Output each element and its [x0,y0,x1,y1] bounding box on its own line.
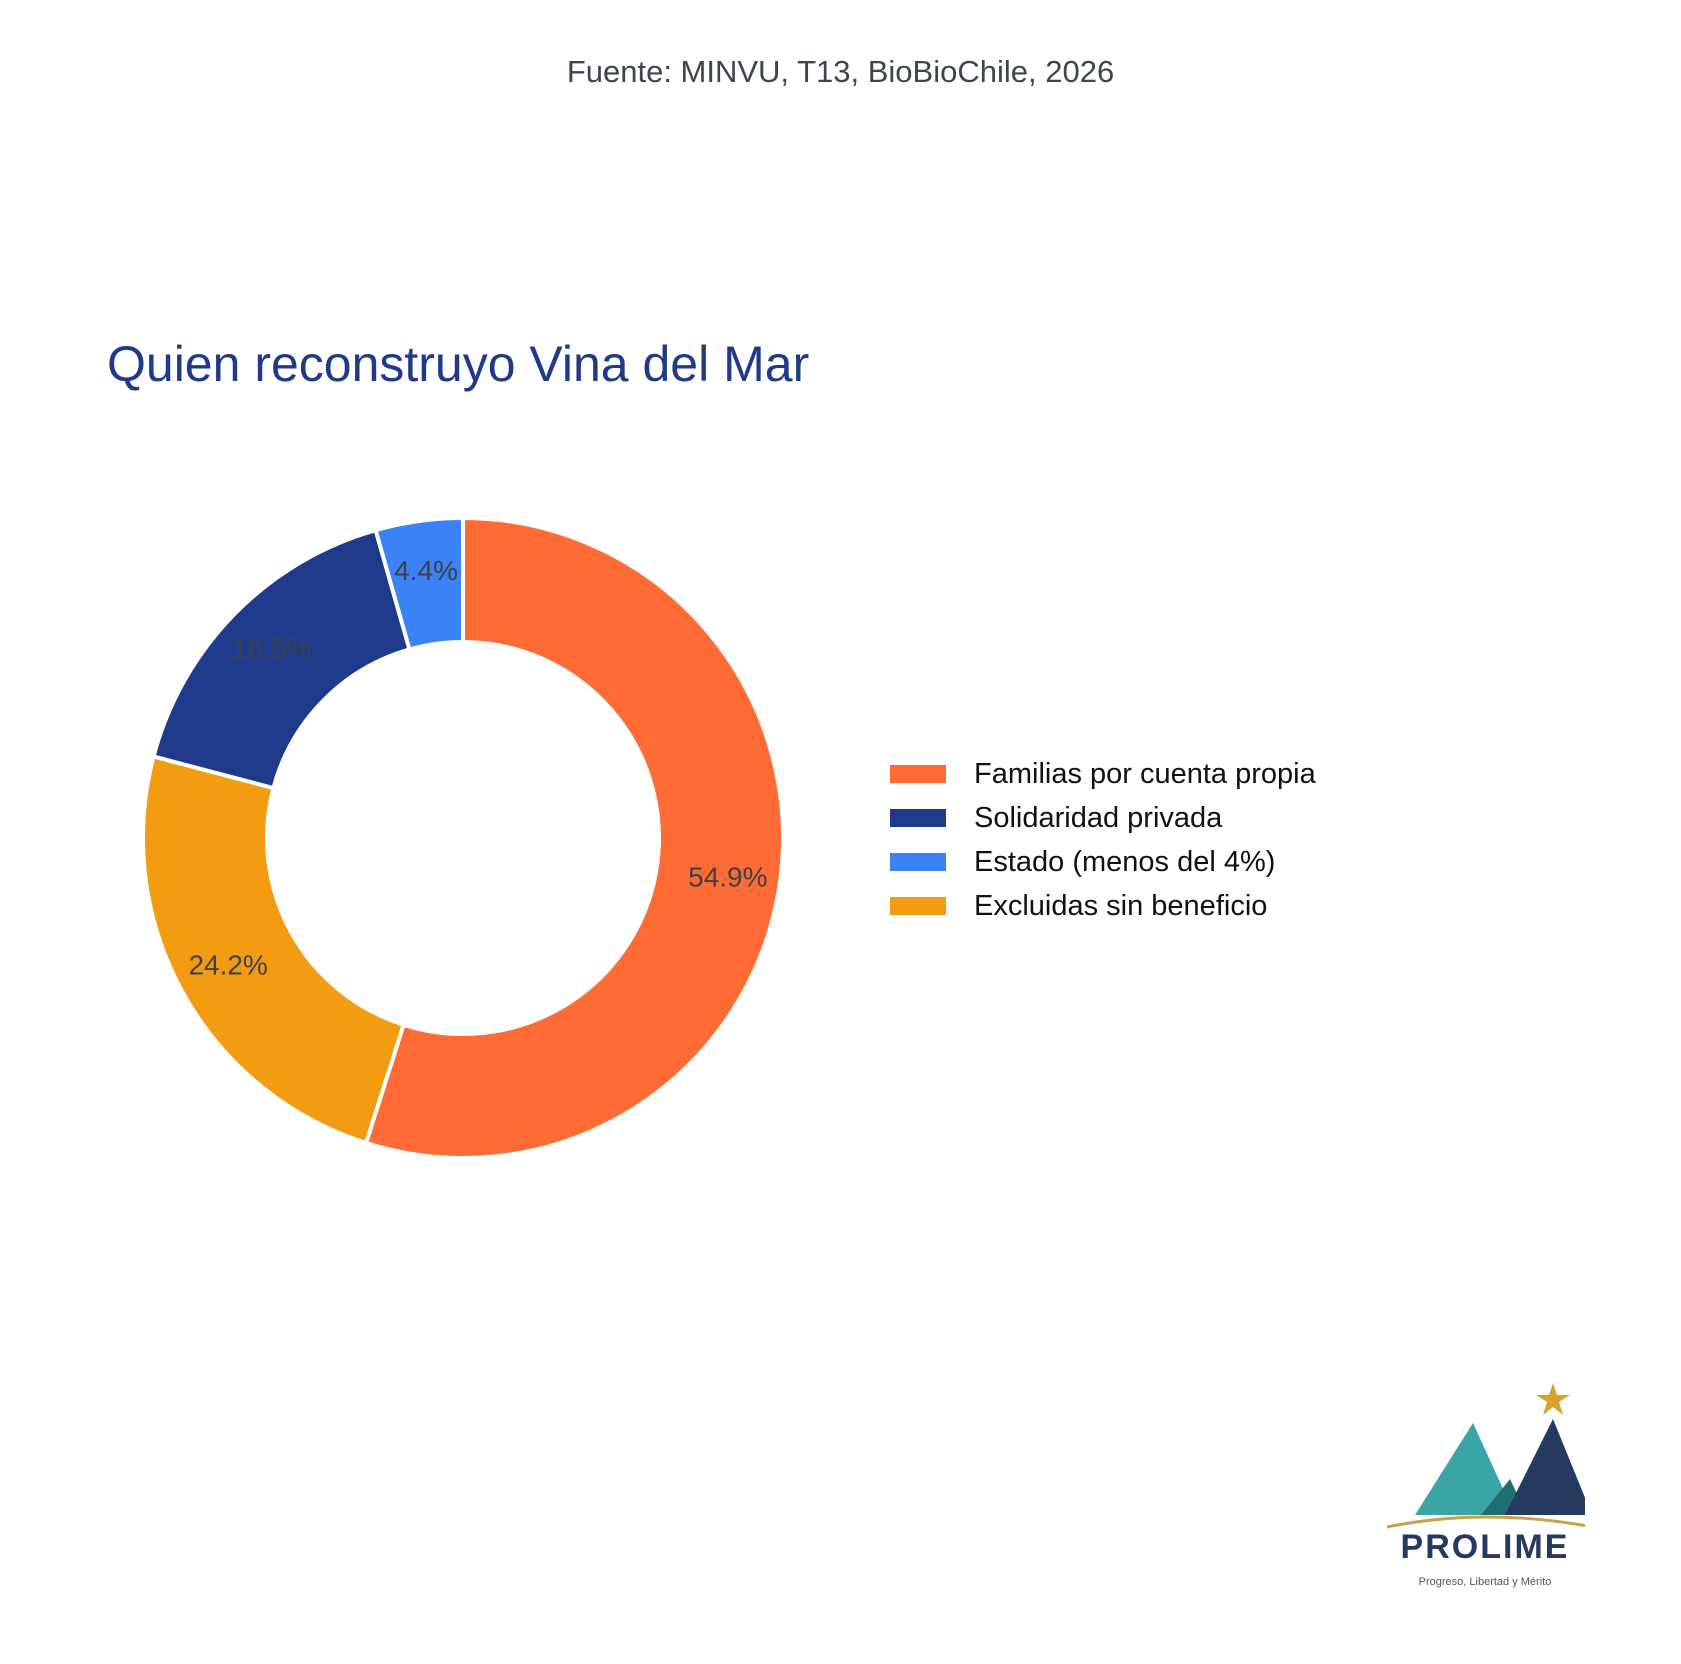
slice-2 [151,527,412,791]
legend-label: Familias por cuenta propia [974,757,1316,790]
slice-4 [141,754,407,1146]
legend-swatch [890,853,946,871]
prolime-logo [1386,1383,1585,1529]
logo-wordmark: PROLIME [1400,1528,1570,1566]
logo-tagline: Progreso, Libertad y Mérito [1418,1576,1552,1588]
legend-item[interactable]: Excluidas sin beneficio [890,884,1316,928]
legend-label: Excluidas sin beneficio [974,889,1268,922]
slice-label-4: 24.2% [188,950,267,981]
chart-legend: Familias por cuenta propia Solidaridad pr… [890,752,1316,928]
slice-label-1: 54.9% [688,861,767,892]
legend-swatch [890,897,946,915]
legend-swatch [890,809,946,827]
slice-1 [363,515,786,1160]
legend-item[interactable]: Familias por cuenta propia [890,752,1316,796]
legend-swatch [890,765,946,783]
slice-label-2: 16.5% [232,633,311,664]
legend-label: Estado (menos del 4%) [974,845,1276,878]
slice-label-3: 4.4% [394,555,458,586]
legend-label: Solidaridad privada [974,801,1223,834]
legend-item[interactable]: Estado (menos del 4%) [890,840,1316,884]
legend-item[interactable]: Solidaridad privada [890,796,1316,840]
slice-3 [373,515,465,652]
chart-source: Fuente: MINVU, T13, BioBioChile, 2026 [566,54,1115,89]
chart-title: Quien reconstruyo Vina del Mar [107,336,810,392]
